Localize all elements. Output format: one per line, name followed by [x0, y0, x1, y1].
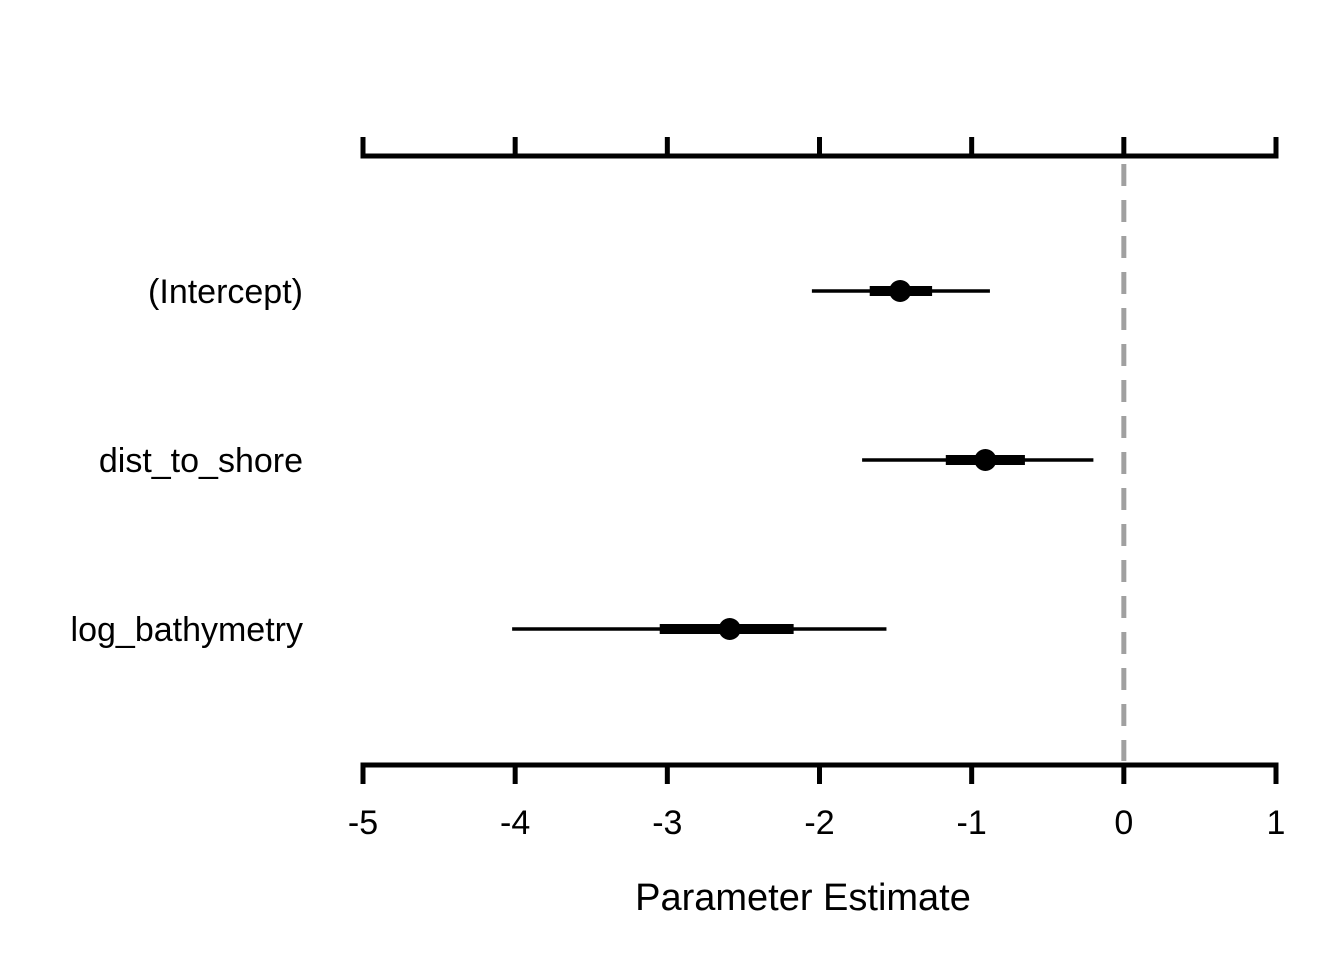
parameter-label: log_bathymetry — [71, 611, 303, 649]
estimate-point — [889, 280, 912, 302]
x-tick-label: -4 — [500, 804, 530, 842]
estimate-point — [718, 618, 741, 640]
parameter-row: log_bathymetry — [71, 611, 887, 649]
parameter-label: (Intercept) — [148, 273, 303, 311]
x-tick-label: -2 — [804, 804, 834, 842]
parameter-row: dist_to_shore — [99, 442, 1094, 480]
x-tick-label: 1 — [1267, 804, 1286, 842]
bottom-axis — [360, 762, 1279, 784]
tick-labels: -5 -4 -3 -2 -1 0 1 — [348, 804, 1286, 842]
parameter-rows: (Intercept) dist_to_shore log_bathymetry — [71, 273, 1094, 649]
x-tick-label: -5 — [348, 804, 378, 842]
estimate-point — [974, 449, 997, 471]
x-tick-label: 0 — [1114, 804, 1133, 842]
top-axis — [360, 137, 1279, 159]
x-axis-title: Parameter Estimate — [635, 877, 971, 919]
x-tick-label: -3 — [652, 804, 682, 842]
x-tick-label: -1 — [957, 804, 987, 842]
parameter-row: (Intercept) — [148, 273, 990, 311]
parameter-label: dist_to_shore — [99, 442, 303, 480]
